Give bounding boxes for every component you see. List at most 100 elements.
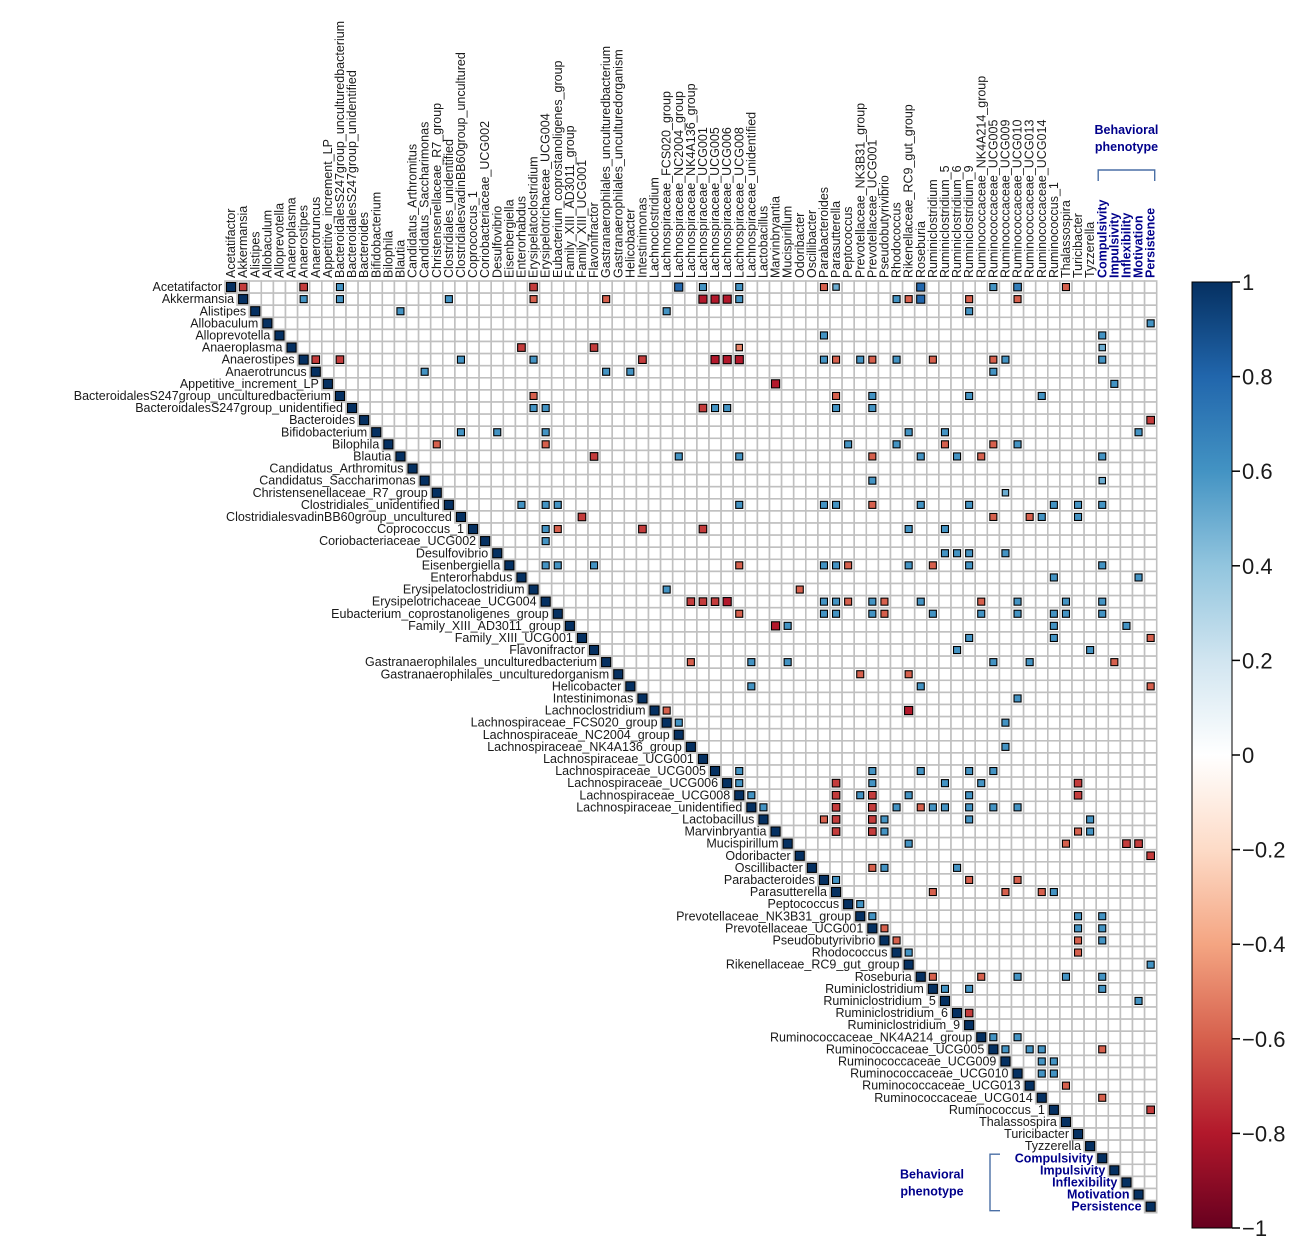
correlation-cell bbox=[1098, 984, 1107, 993]
grid-cell bbox=[780, 594, 795, 609]
grid-cell bbox=[575, 328, 589, 343]
grid-cell bbox=[925, 909, 940, 924]
grid-cell bbox=[1071, 860, 1085, 875]
grid-cell bbox=[877, 643, 892, 657]
grid-cell bbox=[587, 437, 601, 452]
grid-cell bbox=[853, 727, 868, 742]
grid-cell bbox=[623, 401, 638, 415]
grid-cell bbox=[1083, 788, 1097, 803]
grid-cell bbox=[925, 836, 940, 851]
grid-cell bbox=[901, 582, 916, 597]
grid-cell bbox=[1095, 389, 1110, 403]
correlation-cell bbox=[1001, 549, 1010, 558]
grid-cell bbox=[901, 401, 916, 415]
grid-cell bbox=[1047, 461, 1061, 476]
grid-cell bbox=[901, 461, 916, 476]
grid-cell bbox=[1131, 1151, 1146, 1166]
correlation-cell bbox=[904, 670, 913, 679]
grid-cell bbox=[913, 921, 928, 936]
diagonal-cell bbox=[685, 741, 696, 752]
correlation-cell bbox=[892, 440, 901, 449]
grid-cell bbox=[659, 667, 674, 682]
grid-cell bbox=[599, 485, 613, 500]
grid-cell bbox=[296, 340, 311, 355]
grid-cell bbox=[1131, 594, 1146, 609]
grid-cell bbox=[986, 522, 1001, 536]
grid-cell bbox=[1119, 522, 1134, 536]
column-label: Enterorhabdus bbox=[514, 196, 528, 278]
grid-cell bbox=[623, 352, 638, 367]
correlation-cell bbox=[1049, 573, 1058, 582]
grid-cell bbox=[804, 715, 819, 730]
grid-cell bbox=[1083, 667, 1097, 682]
grid-cell bbox=[623, 280, 638, 294]
grid-cell bbox=[1034, 812, 1049, 827]
diagonal-cell bbox=[383, 439, 394, 450]
grid-cell bbox=[1107, 473, 1122, 488]
grid-cell bbox=[829, 546, 843, 561]
correlation-cell bbox=[1037, 1057, 1046, 1066]
grid-cell bbox=[575, 461, 589, 476]
grid-cell bbox=[1071, 1006, 1085, 1020]
grid-cell bbox=[962, 667, 976, 682]
grid-cell bbox=[429, 340, 444, 355]
correlation-cell bbox=[1049, 1057, 1058, 1066]
grid-cell bbox=[817, 546, 831, 561]
grid-cell bbox=[466, 413, 480, 428]
grid-cell bbox=[708, 606, 722, 621]
grid-cell bbox=[1010, 1054, 1025, 1069]
grid-cell bbox=[320, 280, 335, 294]
grid-cell bbox=[502, 425, 517, 440]
grid-cell bbox=[369, 389, 384, 403]
grid-cell bbox=[804, 631, 819, 645]
grid-cell bbox=[1083, 764, 1097, 778]
grid-cell bbox=[901, 752, 916, 766]
column-label: Ruminococcus_1 bbox=[1047, 182, 1061, 278]
grid-cell bbox=[405, 352, 420, 367]
grid-cell bbox=[998, 1006, 1013, 1020]
grid-cell bbox=[441, 316, 456, 331]
correlation-cell bbox=[831, 790, 841, 800]
column-label: Lactobacillus bbox=[756, 206, 770, 278]
grid-cell bbox=[320, 352, 335, 367]
grid-cell bbox=[950, 945, 964, 960]
grid-cell bbox=[526, 473, 541, 488]
grid-cell bbox=[974, 534, 989, 548]
grid-cell bbox=[974, 631, 989, 645]
grid-cell bbox=[671, 667, 686, 682]
grid-cell bbox=[708, 376, 722, 391]
grid-cell bbox=[1119, 1103, 1134, 1117]
row-label: Christensenellaceae_R7_group bbox=[253, 486, 428, 500]
grid-cell bbox=[683, 643, 698, 657]
grid-cell bbox=[768, 739, 783, 754]
grid-cell bbox=[974, 364, 989, 379]
grid-cell bbox=[720, 631, 734, 645]
grid-cell bbox=[659, 594, 674, 609]
grid-cell bbox=[901, 909, 916, 924]
grid-cell bbox=[683, 352, 698, 367]
grid-cell bbox=[744, 727, 759, 742]
correlation-cell bbox=[759, 803, 768, 812]
grid-cell bbox=[708, 667, 722, 682]
grid-cell bbox=[611, 413, 626, 428]
grid-cell bbox=[804, 739, 819, 754]
grid-cell bbox=[538, 328, 553, 343]
grid-cell bbox=[901, 715, 916, 730]
grid-cell bbox=[611, 485, 626, 500]
grid-cell bbox=[1034, 957, 1049, 972]
grid-cell bbox=[804, 788, 819, 803]
grid-cell bbox=[1071, 340, 1085, 355]
grid-cell bbox=[526, 449, 541, 464]
grid-cell bbox=[1131, 1127, 1146, 1141]
grid-cell bbox=[1059, 389, 1073, 403]
grid-cell bbox=[1095, 522, 1110, 536]
grid-cell bbox=[466, 401, 480, 415]
grid-cell bbox=[938, 715, 952, 730]
row-label: Oscillibacter bbox=[735, 861, 803, 875]
grid-cell bbox=[732, 739, 747, 754]
row-label: Ruminiclostridium_5 bbox=[823, 994, 936, 1008]
grid-cell bbox=[998, 510, 1013, 524]
grid-cell bbox=[1034, 606, 1049, 621]
grid-cell bbox=[1010, 776, 1025, 790]
grid-cell bbox=[1059, 304, 1073, 319]
